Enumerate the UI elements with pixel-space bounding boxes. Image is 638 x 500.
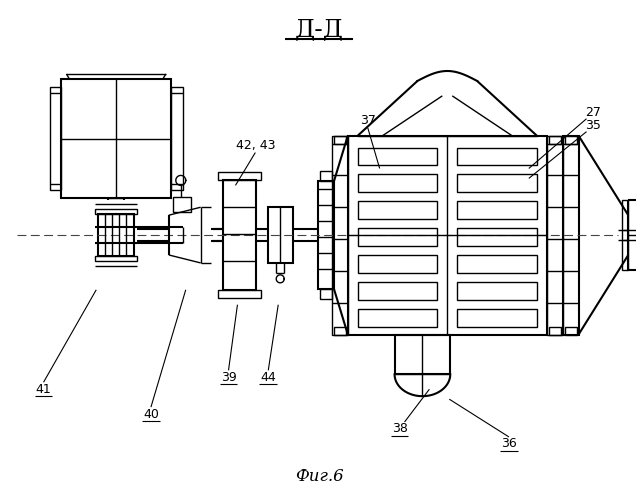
Bar bbox=[358, 255, 437, 273]
Bar bbox=[223, 180, 256, 290]
Bar bbox=[98, 214, 134, 256]
Bar bbox=[50, 87, 61, 190]
Bar bbox=[358, 228, 437, 246]
Bar bbox=[218, 290, 262, 298]
Bar bbox=[334, 326, 346, 334]
Bar bbox=[547, 136, 563, 334]
Text: 35: 35 bbox=[586, 119, 602, 132]
Bar bbox=[318, 182, 334, 289]
Text: 36: 36 bbox=[501, 438, 517, 450]
Bar bbox=[218, 172, 262, 180]
Text: 42, 43: 42, 43 bbox=[235, 139, 275, 152]
Bar bbox=[565, 326, 577, 334]
Text: Фиг.6: Фиг.6 bbox=[295, 468, 343, 485]
Text: 41: 41 bbox=[36, 382, 52, 396]
Bar bbox=[457, 202, 537, 219]
Bar bbox=[549, 326, 561, 334]
Bar bbox=[171, 87, 182, 190]
Bar bbox=[334, 136, 346, 143]
Text: 27: 27 bbox=[586, 106, 602, 120]
Bar bbox=[348, 136, 547, 334]
Bar bbox=[358, 282, 437, 300]
Bar bbox=[457, 174, 537, 192]
Bar bbox=[457, 308, 537, 326]
Bar bbox=[332, 136, 348, 334]
Bar bbox=[563, 136, 579, 334]
Text: 38: 38 bbox=[392, 422, 408, 436]
Bar bbox=[628, 200, 638, 270]
Text: 37: 37 bbox=[360, 114, 376, 127]
Bar bbox=[61, 79, 171, 198]
Bar bbox=[95, 209, 137, 214]
Bar bbox=[95, 256, 137, 261]
Bar bbox=[457, 148, 537, 166]
Text: Д-Д: Д-Д bbox=[295, 18, 343, 40]
Bar bbox=[549, 136, 561, 143]
Bar bbox=[457, 228, 537, 246]
Bar bbox=[457, 255, 537, 273]
Bar bbox=[622, 200, 628, 270]
Bar bbox=[358, 148, 437, 166]
Bar bbox=[565, 136, 577, 143]
Bar bbox=[173, 198, 191, 212]
Text: 39: 39 bbox=[221, 371, 237, 384]
Bar bbox=[269, 207, 293, 263]
Bar bbox=[320, 289, 332, 298]
Bar bbox=[320, 172, 332, 181]
Bar bbox=[394, 334, 450, 374]
Text: 44: 44 bbox=[260, 371, 276, 384]
Text: 40: 40 bbox=[143, 408, 159, 420]
Bar bbox=[457, 282, 537, 300]
Bar bbox=[358, 174, 437, 192]
Bar bbox=[358, 202, 437, 219]
Bar bbox=[358, 308, 437, 326]
